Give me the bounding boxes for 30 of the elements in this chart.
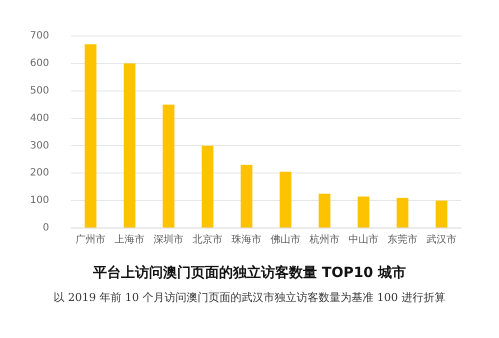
y-tick-label: 300 xyxy=(30,140,50,152)
x-tick-label: 武汉市 xyxy=(426,234,457,246)
x-tick-label: 佛山市 xyxy=(270,234,301,246)
bar xyxy=(84,44,96,228)
bar xyxy=(124,63,136,228)
bar xyxy=(240,164,252,228)
bar xyxy=(202,146,214,228)
x-tick-label: 东莞市 xyxy=(388,234,418,246)
x-tick-label: 广州市 xyxy=(76,234,106,246)
x-tick-label: 上海市 xyxy=(114,234,145,246)
x-tick-label: 中山市 xyxy=(348,234,379,246)
bar xyxy=(318,194,330,228)
y-tick-label: 700 xyxy=(30,30,50,42)
text: 以 2019 年前 10 个月访问澳门页面的武汉市独立访客数量为基准 100 进行折算 xyxy=(52,290,446,305)
y-tick-label: 500 xyxy=(30,85,50,96)
x-tick-label: 北京市 xyxy=(192,234,223,246)
y-tick-label: 0 xyxy=(42,222,50,234)
y-tick-label: 100 xyxy=(30,195,50,206)
bar xyxy=(358,196,370,228)
y-tick-label: 200 xyxy=(30,168,50,179)
bar xyxy=(162,104,174,228)
text: 平台上访问澳门页面的独立访客数量 TOP10 城市 xyxy=(92,264,407,282)
x-tick-label: 深圳市 xyxy=(154,234,184,246)
y-tick-label: 400 xyxy=(30,112,50,124)
y-tick-label: 600 xyxy=(30,58,50,70)
x-tick-label: 珠海市 xyxy=(232,234,262,246)
x-tick-label: 杭州市 xyxy=(308,234,340,246)
bar xyxy=(280,172,292,228)
bar xyxy=(396,198,408,228)
bar xyxy=(436,200,448,228)
